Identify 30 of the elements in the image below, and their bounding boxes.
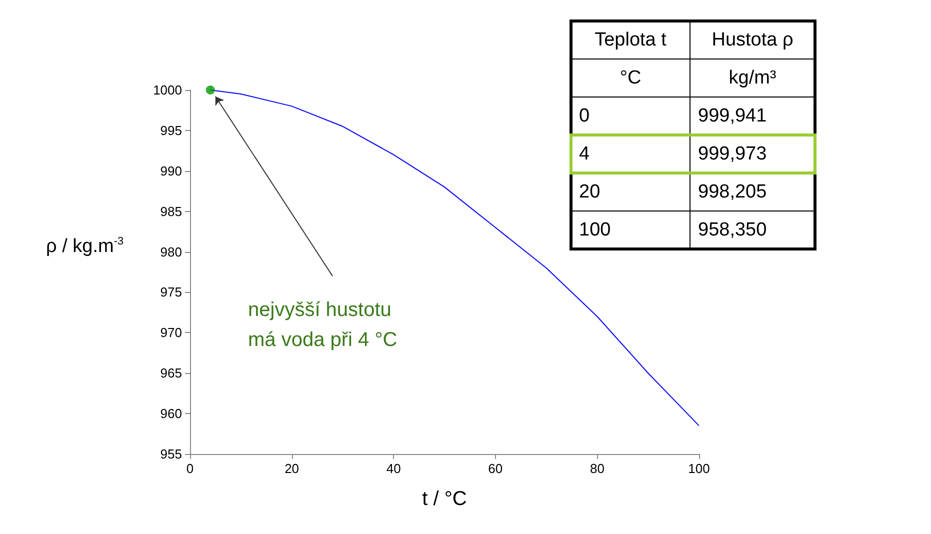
annotation: 4 (579, 144, 590, 164)
y-tick-label: 995 (160, 122, 182, 138)
annotation: 998,205 (698, 182, 767, 202)
y-tick-label: 1000 (153, 82, 182, 98)
annotation: 100 (579, 220, 611, 240)
x-tick-label: 20 (284, 461, 300, 476)
x-tick-label: 60 (488, 461, 503, 476)
y-tick-label: 955 (160, 446, 182, 462)
y-tick-label: 970 (160, 325, 182, 340)
y-tick-label: 980 (160, 244, 182, 260)
y-tick-label: 960 (160, 406, 182, 422)
annotation: 999,973 (698, 144, 767, 164)
x-tick-label: 100 (688, 461, 710, 476)
x-tick-label: 40 (386, 461, 401, 476)
annotation: 0 (579, 106, 590, 126)
y-tick-label: 990 (160, 163, 182, 178)
annotation: 958,350 (698, 220, 767, 240)
text: °C (620, 68, 642, 88)
x-axis-title: t / °C (422, 488, 467, 510)
y-tick-label: 985 (160, 204, 182, 219)
annotation: 20 (579, 182, 600, 202)
text: kg/m³ (728, 68, 776, 88)
text: Teplota t (594, 30, 668, 50)
x-tick-label: 0 (186, 461, 194, 476)
annotation: 999,941 (698, 106, 767, 126)
text: Hustota ρ (712, 30, 794, 50)
annotation: nejvyšší hustotu má voda při 4 °C (248, 299, 398, 351)
y-tick-label: 965 (160, 366, 182, 381)
x-tick-label: 80 (590, 461, 604, 476)
y-tick-label: 975 (160, 284, 182, 300)
